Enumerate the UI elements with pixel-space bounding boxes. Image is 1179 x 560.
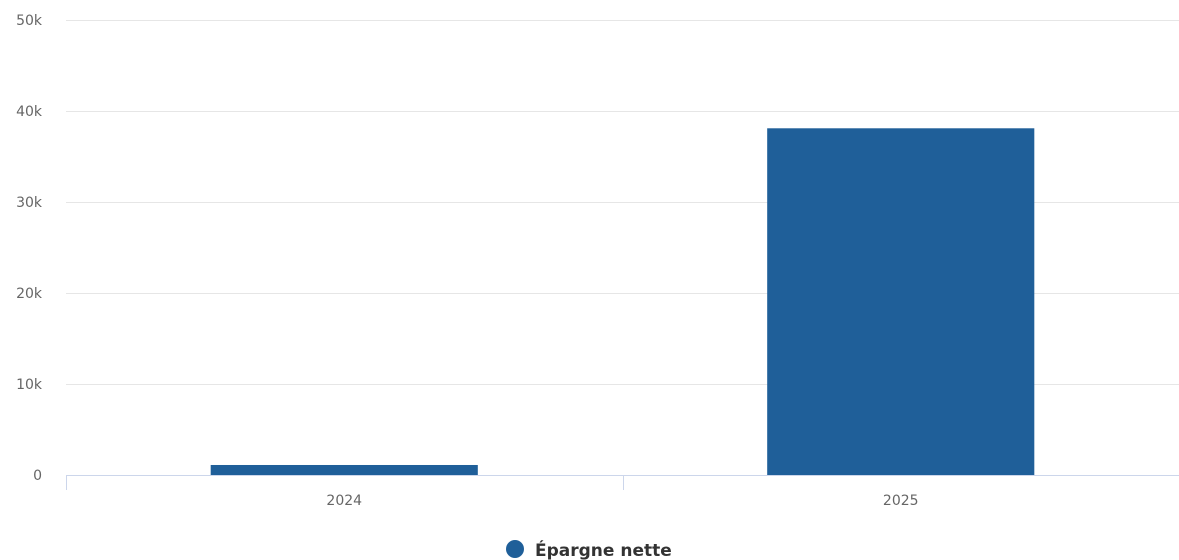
y-axis-labels: 0 10k 20k 30k 40k 50k: [16, 13, 43, 484]
legend-item[interactable]: Épargne nette: [506, 539, 672, 560]
y-tick-label: 10k: [16, 377, 43, 393]
bar-2024[interactable]: [210, 464, 478, 475]
bar-2025[interactable]: [767, 128, 1035, 476]
legend-label: Épargne nette: [535, 539, 672, 560]
y-tick-label: 0: [33, 468, 42, 484]
legend[interactable]: Épargne nette: [506, 539, 672, 560]
legend-marker-icon: [506, 540, 524, 558]
y-tick-label: 20k: [16, 286, 43, 302]
y-tick-label: 50k: [16, 13, 43, 29]
x-axis: 2024 2025: [66, 475, 1179, 509]
y-tick-label: 30k: [16, 195, 43, 211]
x-tick-label: 2025: [883, 493, 919, 509]
y-tick-label: 40k: [16, 104, 43, 120]
bars: [210, 128, 1035, 476]
x-tick-label: 2024: [326, 493, 362, 509]
